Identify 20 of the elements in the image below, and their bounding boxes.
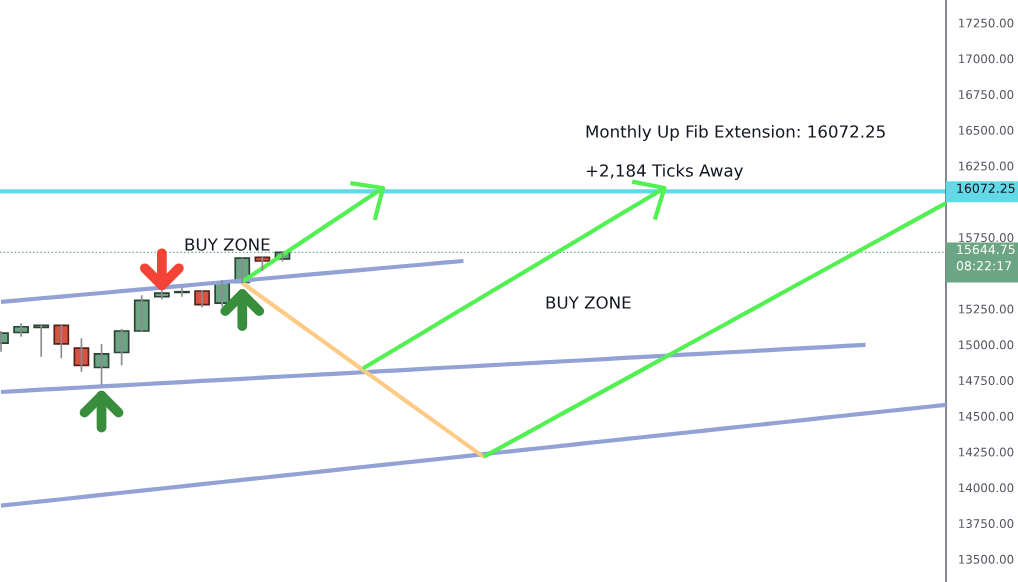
y-tick-label: 14250.00 [959, 447, 1014, 457]
y-tick-label: 17250.00 [959, 18, 1014, 28]
ref-line-label: 16072.25 [957, 183, 1015, 193]
y-tick-label: 14750.00 [959, 376, 1014, 386]
y-tick-label: 16250.00 [959, 161, 1014, 171]
y-tick-label: 17000.00 [959, 54, 1014, 64]
y-tick-label: 15750.00 [959, 233, 1014, 243]
y-tick-label: 16500.00 [959, 125, 1014, 135]
y-tick-label: 13750.00 [959, 519, 1014, 529]
y-tick-label: 15000.00 [959, 340, 1014, 350]
y-tick-label: 14500.00 [959, 411, 1014, 421]
y-tick-label: 15250.00 [959, 304, 1014, 314]
ref-line-label: 15644.75 08:22:17 [956, 244, 1015, 271]
y-tick-label: 14000.00 [959, 483, 1014, 493]
annotation: BUY ZONE [546, 296, 631, 309]
y-tick-label: 13500.00 [959, 554, 1014, 564]
annotation: BUY ZONE [185, 238, 270, 251]
annotation: Monthly Up Fib Extension: 16072.25 [586, 124, 885, 142]
annotation: +2,184 Ticks Away [586, 163, 744, 181]
y-tick-label: 16750.00 [959, 90, 1014, 100]
